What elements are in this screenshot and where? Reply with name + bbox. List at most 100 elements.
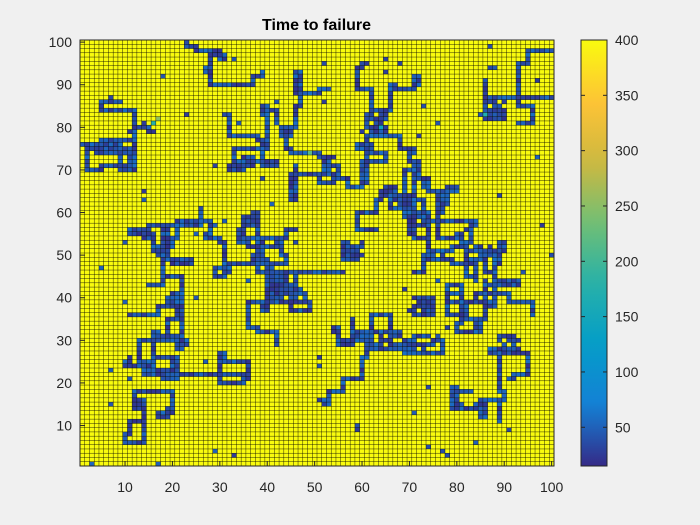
heatmap-cell — [207, 52, 213, 58]
heatmap-cell — [392, 82, 398, 87]
y-tick-label: 80 — [56, 119, 72, 135]
heatmap-cell — [141, 125, 147, 130]
heatmap-cell — [174, 235, 180, 241]
heatmap-cell — [155, 410, 161, 415]
heatmap-cell — [136, 355, 142, 360]
heatmap-cell — [165, 333, 171, 339]
heatmap-cell — [283, 261, 289, 266]
heatmap-cell — [241, 167, 246, 173]
heatmap-cell — [492, 397, 498, 403]
heatmap-cell — [511, 346, 517, 352]
heatmap-cell — [388, 189, 393, 194]
heatmap-cell — [127, 150, 133, 156]
heatmap-cell — [179, 325, 185, 330]
heatmap-cell — [293, 227, 299, 232]
heatmap-cell — [459, 304, 464, 309]
heatmap-cell — [245, 278, 251, 283]
heatmap-cell — [108, 163, 114, 168]
heatmap-cell — [245, 312, 251, 317]
heatmap-cell — [359, 159, 365, 164]
y-tick-label: 50 — [56, 247, 72, 263]
heatmap-cell — [264, 112, 270, 117]
heatmap-cell — [217, 48, 223, 53]
heatmap-cell — [345, 244, 351, 249]
heatmap-cell — [108, 137, 114, 143]
heatmap-cell — [222, 57, 227, 62]
heatmap-cell — [326, 86, 332, 92]
heatmap-cell — [279, 287, 284, 292]
heatmap-cell — [98, 103, 104, 109]
heatmap-cell — [501, 278, 507, 283]
heatmap-cell — [288, 304, 294, 309]
heatmap-cell — [454, 189, 460, 194]
heatmap-cell — [293, 189, 299, 194]
heatmap-cell — [478, 410, 483, 415]
heatmap-cell — [317, 180, 322, 185]
heatmap-cell — [416, 235, 422, 241]
heatmap-cell — [501, 282, 507, 288]
heatmap-cell — [378, 329, 384, 334]
heatmap-cell — [141, 363, 147, 369]
heatmap-cell — [298, 74, 303, 79]
heatmap-cell — [459, 295, 464, 300]
heatmap-cell — [516, 95, 521, 100]
x-tick-label: 30 — [212, 479, 228, 495]
heatmap-cell — [468, 389, 474, 394]
heatmap-cell — [468, 406, 474, 411]
plot-border — [79, 39, 555, 467]
heatmap-cell — [473, 261, 479, 266]
heatmap-cell — [170, 299, 175, 305]
heatmap-cell — [151, 363, 156, 369]
heatmap-cell — [170, 274, 175, 279]
heatmap-cell — [392, 86, 398, 92]
heatmap-cell — [463, 261, 469, 266]
heatmap-cell — [222, 359, 227, 364]
heatmap-cell — [117, 159, 123, 164]
heatmap-cell — [264, 142, 270, 147]
heatmap-cell — [89, 142, 95, 147]
heatmap-cell — [459, 321, 464, 326]
heatmap-cell — [364, 116, 370, 121]
heatmap-cell — [354, 244, 360, 249]
heatmap-cell — [170, 406, 175, 411]
heatmap-cell — [312, 91, 318, 96]
heatmap-cell — [132, 137, 137, 143]
heatmap-cell — [283, 137, 289, 143]
heatmap-cell — [193, 44, 199, 49]
heatmap-cell — [94, 146, 100, 151]
heatmap-cell — [98, 137, 104, 143]
heatmap-cell — [516, 278, 521, 283]
heatmap-cell — [179, 282, 185, 288]
heatmap-cell — [231, 57, 237, 62]
heatmap-cell — [525, 368, 531, 373]
heatmap-cell — [165, 244, 171, 249]
heatmap-cell — [411, 74, 417, 79]
heatmap-cell — [222, 257, 227, 262]
heatmap-cell — [189, 44, 194, 49]
heatmap-cell — [478, 325, 483, 330]
heatmap-cell — [478, 112, 483, 117]
heatmap-cell — [482, 291, 488, 296]
heatmap-cell — [165, 274, 171, 279]
heatmap-cell — [260, 304, 265, 309]
heatmap-cell — [179, 291, 185, 296]
heatmap-cell — [435, 350, 441, 356]
heatmap-cell — [369, 316, 374, 322]
heatmap-cell — [331, 155, 337, 160]
heatmap-cell — [435, 235, 441, 241]
heatmap-cell — [264, 137, 270, 143]
heatmap-cell — [430, 308, 436, 313]
heatmap-cell — [440, 210, 446, 215]
heatmap-cell — [312, 270, 318, 275]
heatmap-cell — [203, 231, 209, 237]
heatmap-cell — [274, 287, 280, 292]
heatmap-cell — [369, 159, 374, 164]
heatmap-cell — [321, 61, 327, 66]
heatmap-cell — [421, 176, 427, 181]
heatmap-cell — [539, 48, 545, 53]
heatmap-cell — [421, 214, 427, 219]
heatmap-cell — [388, 133, 393, 139]
heatmap-cell — [478, 316, 483, 322]
heatmap-cell — [193, 295, 199, 300]
heatmap-cell — [127, 159, 133, 164]
